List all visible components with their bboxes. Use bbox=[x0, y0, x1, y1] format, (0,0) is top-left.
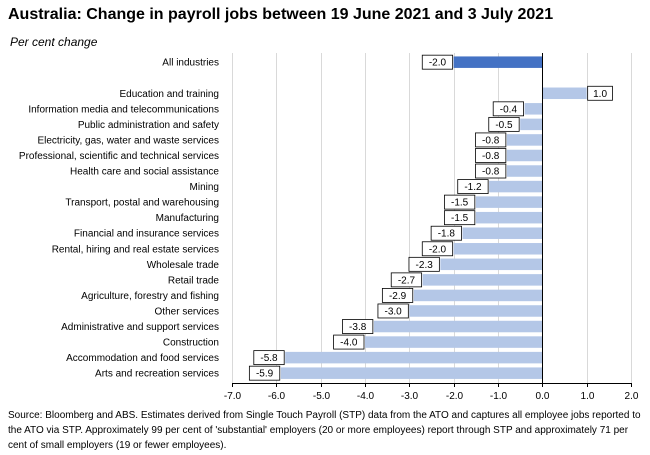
x-tick-label: 2.0 bbox=[625, 391, 639, 402]
data-label: -3.8 bbox=[349, 322, 367, 333]
bar bbox=[280, 367, 543, 379]
bar bbox=[440, 258, 543, 271]
category-label: Arts and recreation services bbox=[95, 369, 219, 380]
category-label: Electricity, gas, water and waste servic… bbox=[37, 135, 219, 146]
bar bbox=[506, 149, 543, 162]
x-tick-label: -2.0 bbox=[446, 391, 464, 402]
data-label-box bbox=[381, 288, 414, 303]
category-label: Manufacturing bbox=[156, 213, 219, 224]
bar bbox=[520, 118, 543, 131]
category-label: Information media and telecommunications bbox=[28, 104, 219, 115]
bar bbox=[373, 320, 543, 333]
category-label: Health care and social assistance bbox=[70, 167, 219, 178]
data-label: -2.3 bbox=[416, 260, 434, 271]
bar bbox=[453, 243, 543, 255]
data-label-box bbox=[408, 256, 440, 272]
data-label-box bbox=[342, 319, 374, 334]
bar bbox=[365, 336, 543, 348]
data-label: -2.9 bbox=[389, 291, 407, 302]
category-label: Administrative and support services bbox=[61, 322, 219, 333]
data-label-box bbox=[421, 54, 454, 70]
bar bbox=[453, 56, 543, 68]
bar bbox=[413, 289, 543, 302]
category-label: Retail trade bbox=[168, 275, 220, 286]
data-label: -0.8 bbox=[482, 135, 500, 146]
data-label: -1.5 bbox=[451, 213, 469, 224]
data-label-box bbox=[488, 116, 520, 132]
data-label-box bbox=[430, 225, 462, 241]
x-tick-label: -3.0 bbox=[401, 391, 419, 402]
data-label-box bbox=[421, 241, 454, 257]
data-label: -5.9 bbox=[256, 369, 274, 380]
source-note: Source: Bloomberg and ABS. Estimates der… bbox=[8, 410, 641, 451]
data-label: -2.7 bbox=[398, 275, 416, 286]
x-tick-label: -6.0 bbox=[268, 391, 286, 402]
data-label: -5.8 bbox=[260, 353, 278, 364]
data-label: -2.0 bbox=[429, 58, 447, 69]
category-label: Other services bbox=[155, 306, 219, 317]
data-label: -0.5 bbox=[495, 120, 513, 131]
data-label: 1.0 bbox=[593, 89, 607, 100]
category-label: Wholesale trade bbox=[147, 260, 220, 271]
bar bbox=[409, 305, 543, 317]
category-label: Mining bbox=[190, 182, 219, 193]
bar bbox=[462, 227, 543, 239]
data-label-box bbox=[444, 210, 476, 226]
category-label: Education and training bbox=[119, 89, 219, 100]
category-label: Public administration and safety bbox=[78, 120, 219, 131]
x-tick-label: -4.0 bbox=[357, 391, 375, 402]
data-label: -0.8 bbox=[482, 167, 500, 178]
bar bbox=[542, 87, 587, 100]
x-tick-label: 0.0 bbox=[536, 391, 550, 402]
x-tick-label: -5.0 bbox=[313, 391, 331, 402]
category-label: All industries bbox=[162, 58, 219, 69]
data-label-box bbox=[248, 365, 281, 381]
bar bbox=[489, 180, 543, 193]
data-label-box bbox=[475, 132, 507, 148]
bar bbox=[506, 134, 543, 146]
data-label-box bbox=[492, 101, 525, 117]
x-tick-label: -1.0 bbox=[490, 391, 508, 402]
data-label-box bbox=[390, 272, 423, 288]
bar bbox=[285, 351, 543, 364]
data-label: -2.0 bbox=[429, 244, 447, 255]
category-label: Rental, hiring and real estate services bbox=[52, 244, 219, 255]
category-label: Construction bbox=[163, 338, 219, 349]
data-label-box bbox=[333, 334, 365, 350]
x-tick-label: 1.0 bbox=[581, 391, 595, 402]
data-label: -3.0 bbox=[385, 306, 403, 317]
data-label: -1.2 bbox=[464, 182, 482, 193]
data-label-box bbox=[253, 350, 285, 366]
bar bbox=[506, 165, 543, 177]
category-label: Transport, postal and warehousing bbox=[65, 198, 219, 209]
data-label-box bbox=[457, 179, 489, 194]
data-label: -4.0 bbox=[340, 338, 358, 349]
data-label: -0.4 bbox=[500, 104, 518, 115]
category-label: Agriculture, forestry and fishing bbox=[81, 291, 219, 302]
data-label-box bbox=[475, 163, 507, 179]
data-label-box bbox=[377, 303, 409, 319]
data-label: -1.5 bbox=[451, 198, 469, 209]
data-label-box bbox=[587, 85, 613, 101]
category-label: Accommodation and food services bbox=[66, 353, 219, 364]
bar bbox=[475, 211, 543, 224]
chart-title: Australia: Change in payroll jobs betwee… bbox=[8, 6, 554, 23]
bar bbox=[524, 103, 543, 115]
bar bbox=[475, 196, 543, 208]
chart-subtitle: Per cent change bbox=[10, 35, 98, 49]
x-tick-label: -7.0 bbox=[224, 391, 242, 402]
data-label: -0.8 bbox=[482, 151, 500, 162]
bar bbox=[422, 274, 543, 286]
category-label: Financial and insurance services bbox=[74, 229, 219, 240]
data-label-box bbox=[444, 194, 476, 210]
data-label-box bbox=[475, 148, 507, 163]
data-label: -1.8 bbox=[438, 229, 456, 240]
category-label: Professional, scientific and technical s… bbox=[19, 151, 219, 162]
